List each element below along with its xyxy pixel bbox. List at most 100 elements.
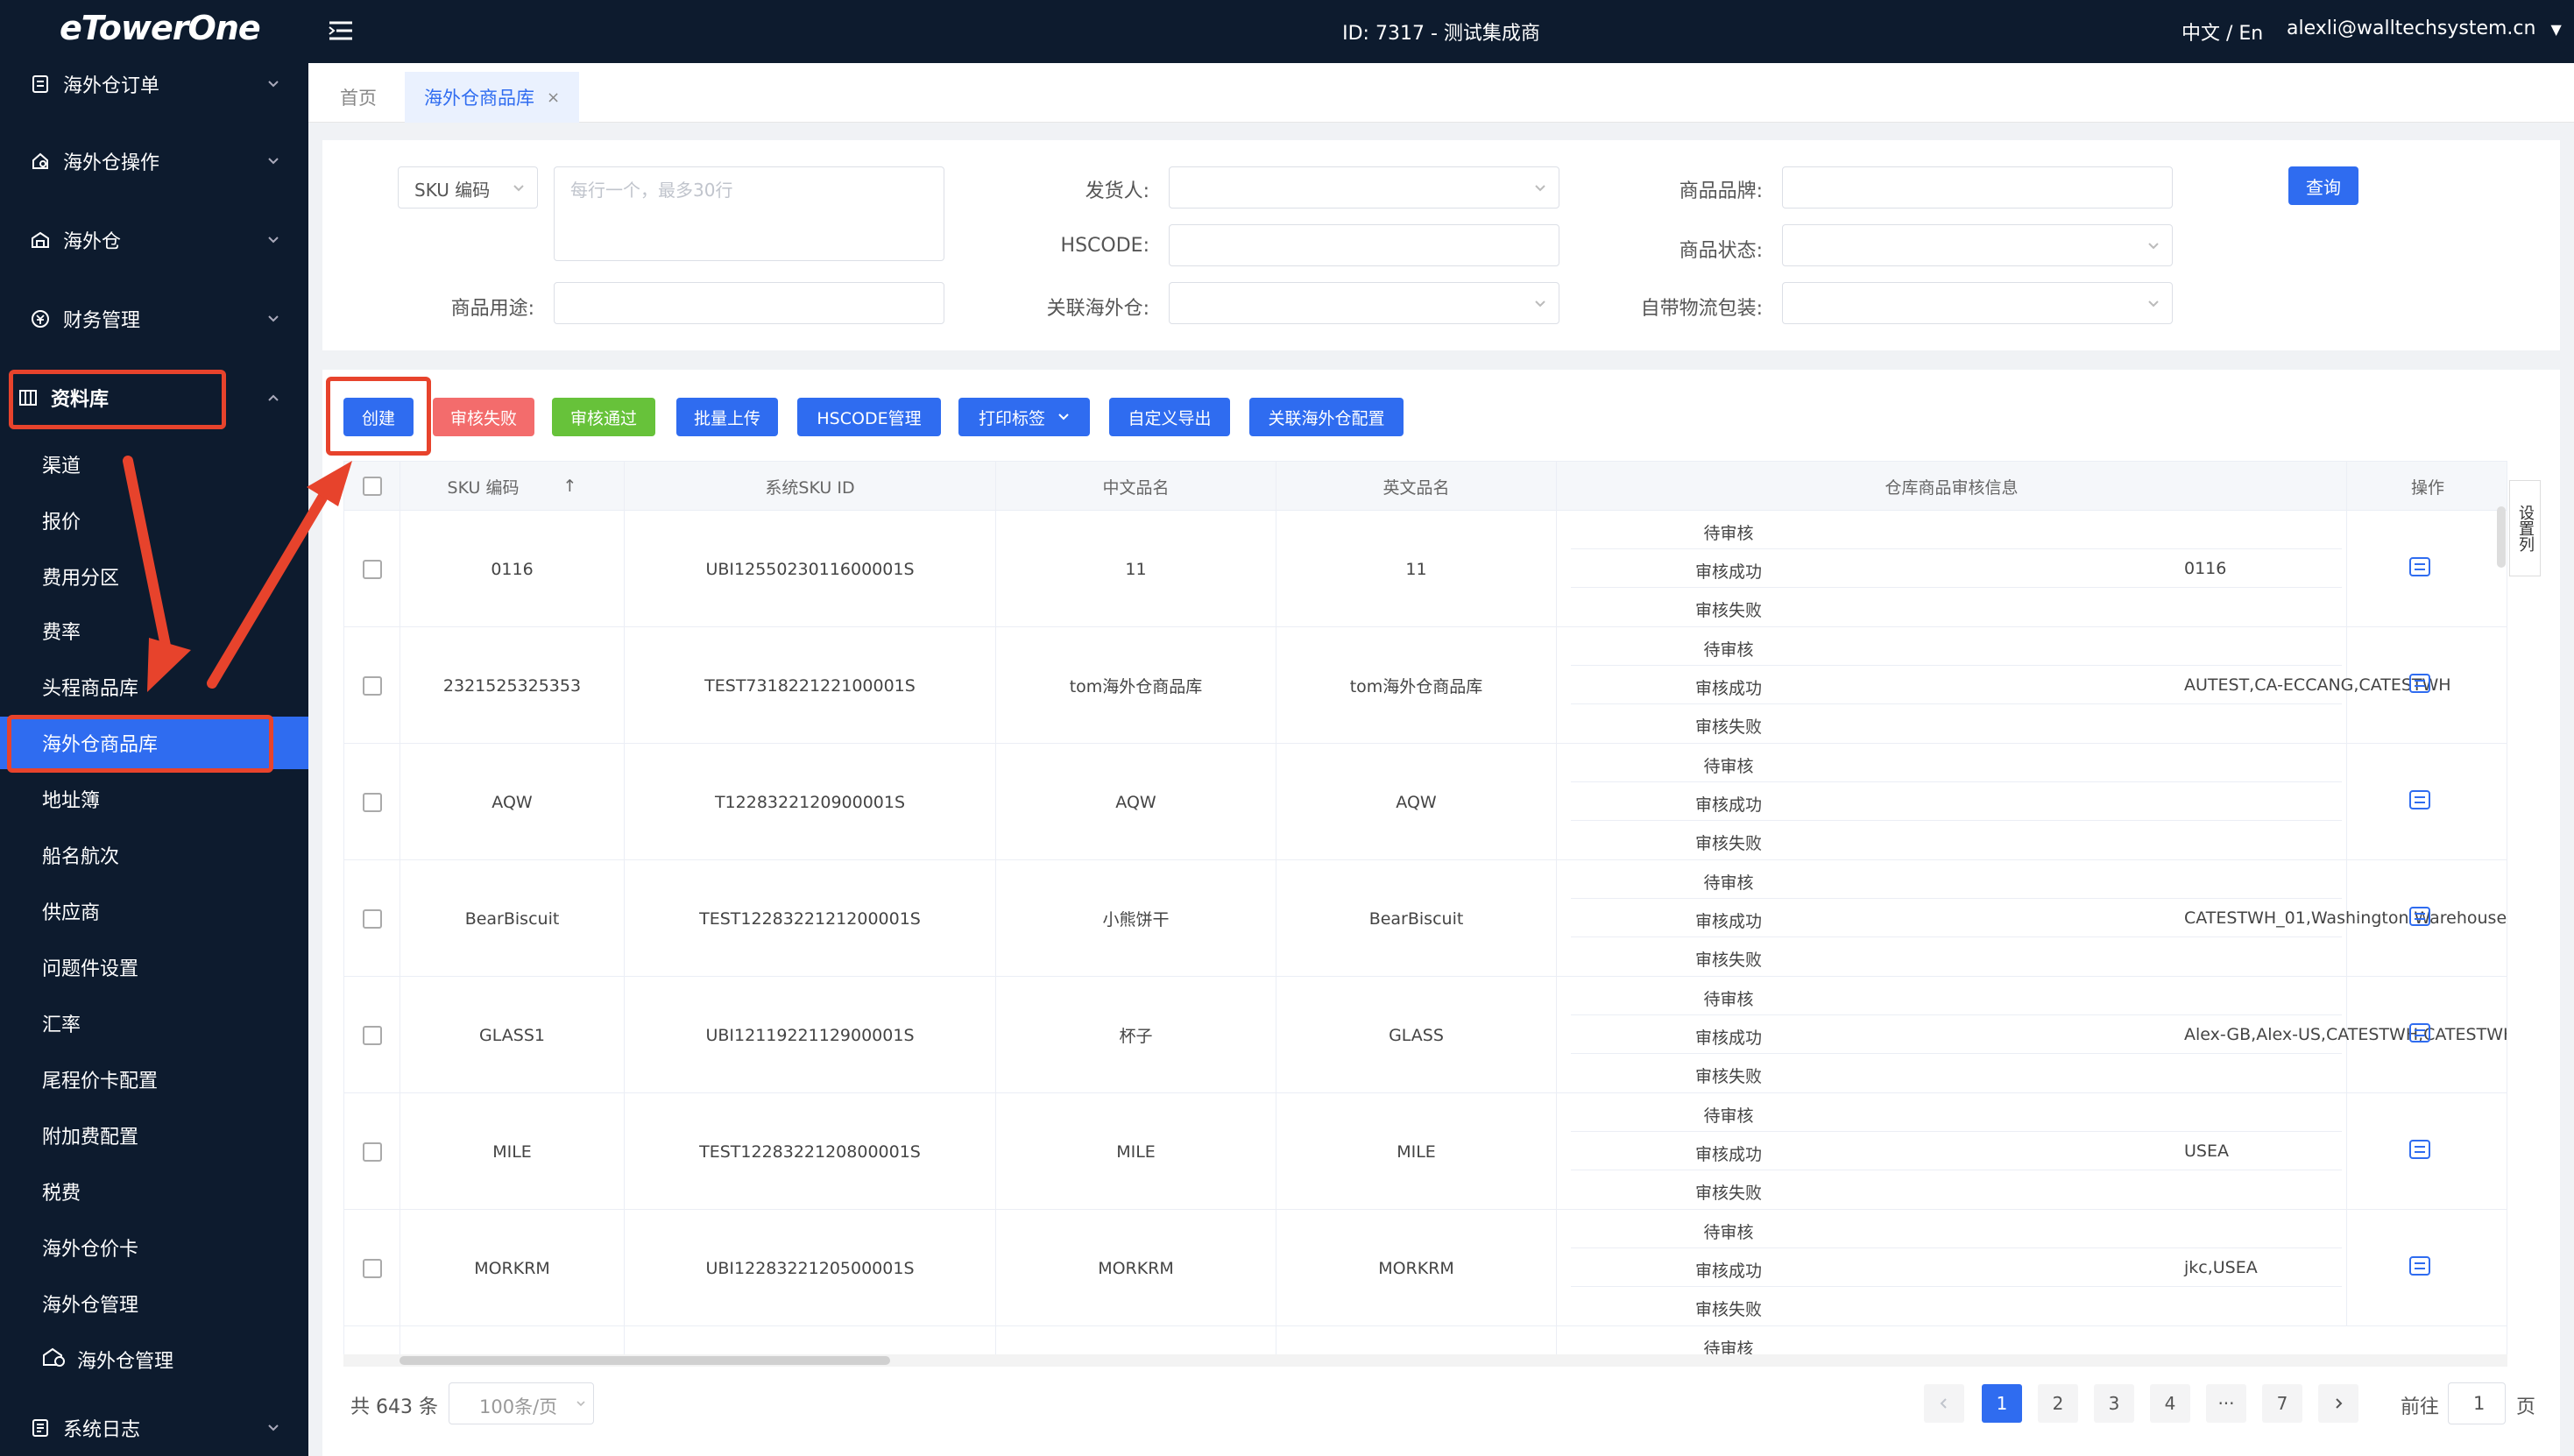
- status-select[interactable]: [1782, 224, 2173, 266]
- page-button-2[interactable]: 2: [2038, 1384, 2078, 1423]
- menu-group-overseas-operation[interactable]: 海外仓操作: [0, 135, 308, 187]
- edit-icon[interactable]: [2408, 1022, 2431, 1043]
- en-name-cell: [1276, 1326, 1557, 1357]
- audit-failed: 审核失败: [1571, 1054, 2342, 1092]
- edit-icon[interactable]: [2408, 556, 2431, 577]
- related-warehouse-select[interactable]: [1169, 282, 1559, 324]
- sidebar-item-fee-zone[interactable]: 费用分区: [42, 568, 120, 590]
- horizontal-scrollbar[interactable]: [343, 1354, 2507, 1367]
- menu-group-system-log[interactable]: 系统日志: [0, 1402, 308, 1454]
- audit-success: 审核成功 CATESTWH_01,Washington Warehouse: [1571, 899, 2507, 937]
- page-button-4[interactable]: 4: [2150, 1384, 2190, 1423]
- usage-input[interactable]: [554, 282, 944, 324]
- chevron-down-icon: [268, 81, 279, 88]
- sidebar-item-overseas-management-2[interactable]: 海外仓管理: [0, 1333, 308, 1386]
- row-checkbox[interactable]: [362, 1141, 382, 1162]
- hscode-input[interactable]: [1169, 224, 1559, 266]
- row-select-cell: [344, 627, 400, 744]
- sidebar-item-overseas-management[interactable]: 海外仓管理: [42, 1295, 139, 1317]
- warehouse-list: 0116: [2184, 559, 2227, 578]
- sidebar-item-last-mile-card[interactable]: 尾程价卡配置: [42, 1071, 159, 1092]
- th-sku[interactable]: SKU 编码 ↑: [400, 462, 625, 511]
- row-checkbox[interactable]: [362, 908, 382, 929]
- row-select-cell: [344, 1210, 400, 1326]
- packaging-select[interactable]: [1782, 282, 2173, 324]
- edit-icon[interactable]: [2408, 789, 2431, 810]
- status-label: 审核失败: [1694, 1300, 1762, 1319]
- edit-icon[interactable]: [2408, 1255, 2431, 1276]
- custom-export-button[interactable]: 自定义导出: [1109, 398, 1230, 436]
- system-sku-cell: UBI1211922112900001S: [625, 977, 996, 1093]
- status-label: 待审核: [1703, 1106, 1754, 1126]
- page-button-7[interactable]: 7: [2262, 1384, 2302, 1423]
- audit-failed: 审核失败: [1571, 1287, 2342, 1325]
- scrollbar-thumb[interactable]: [400, 1356, 890, 1365]
- more-pages-button[interactable]: ···: [2206, 1384, 2246, 1423]
- row-checkbox[interactable]: [362, 1025, 382, 1045]
- language-switch[interactable]: 中文 / En: [2182, 23, 2264, 45]
- edit-icon[interactable]: [2408, 1139, 2431, 1160]
- sidebar-item-quote[interactable]: 报价: [42, 512, 81, 534]
- system-sku-cell: UBI1255023011600001S: [625, 511, 996, 627]
- vertical-scrollbar[interactable]: [2497, 506, 2506, 568]
- user-menu[interactable]: alexli@walltechsystem.cn ▼: [2287, 18, 2562, 39]
- system-sku-cell: UBI1228322120500001S: [625, 1210, 996, 1326]
- menu-group-overseas-warehouse[interactable]: 海外仓: [0, 214, 308, 266]
- menu-toggle-icon[interactable]: [326, 16, 356, 46]
- edit-icon[interactable]: [2408, 906, 2431, 927]
- batch-upload-button[interactable]: 批量上传: [676, 398, 778, 436]
- tab-home[interactable]: 首页: [340, 88, 377, 109]
- sidebar-item-surcharge[interactable]: 附加费配置: [42, 1127, 139, 1149]
- sidebar-item-rate[interactable]: 费率: [42, 622, 81, 644]
- row-checkbox[interactable]: [362, 559, 382, 579]
- chevron-down-icon: [268, 237, 279, 244]
- sku-type-select[interactable]: SKU 编码: [398, 166, 538, 209]
- page-button-3[interactable]: 3: [2094, 1384, 2134, 1423]
- approve-button[interactable]: 审核通过: [552, 398, 655, 436]
- tab-overseas-products[interactable]: 海外仓商品库 ×: [405, 72, 580, 123]
- row-checkbox[interactable]: [362, 792, 382, 812]
- query-button[interactable]: 查询: [2288, 166, 2358, 205]
- prev-page-button[interactable]: [1924, 1384, 1964, 1423]
- warehouse-list: jkc,USEA: [2184, 1258, 2258, 1277]
- sidebar-item-overseas-rate-card[interactable]: 海外仓价卡: [42, 1239, 139, 1261]
- next-page-button[interactable]: [2318, 1384, 2358, 1423]
- close-icon[interactable]: ×: [547, 88, 561, 107]
- user-email: alexli@walltechsystem.cn: [2287, 18, 2536, 39]
- sidebar-item-channel[interactable]: 渠道: [42, 456, 81, 477]
- sku-textarea[interactable]: 每行一个，最多30行: [554, 166, 944, 261]
- chevron-up-icon: [268, 394, 279, 401]
- select-all-checkbox[interactable]: [362, 477, 382, 496]
- sidebar-item-overseas-products[interactable]: 海外仓商品库: [0, 717, 308, 769]
- related-warehouse-config-button[interactable]: 关联海外仓配置: [1249, 398, 1404, 436]
- sidebar-item-first-leg-products[interactable]: 头程商品库: [42, 678, 139, 700]
- sidebar-item-supplier[interactable]: 供应商: [42, 902, 101, 924]
- reject-button[interactable]: 审核失败: [433, 398, 534, 436]
- audit-cell: [1557, 744, 2347, 860]
- audit-pending: 待审核: [1571, 977, 2342, 1015]
- hscode-management-button[interactable]: HSCODE管理: [797, 398, 941, 436]
- edit-icon[interactable]: [2408, 673, 2431, 694]
- page-size-select[interactable]: 100条/页: [449, 1382, 594, 1424]
- status-label: 审核成功: [1694, 679, 1762, 698]
- goto-page-input[interactable]: 1: [2448, 1382, 2506, 1424]
- column-settings[interactable]: 设置列: [2509, 480, 2541, 576]
- row-checkbox[interactable]: [362, 1258, 382, 1278]
- app-logo: eTowerOne: [60, 9, 261, 47]
- print-label-button[interactable]: 打印标签: [958, 398, 1090, 436]
- page-button-1[interactable]: 1: [1982, 1384, 2022, 1423]
- create-button[interactable]: 创建: [343, 398, 414, 436]
- sidebar-item-vessel-voyage[interactable]: 船名航次: [42, 846, 120, 868]
- sidebar-item-address-book[interactable]: 地址簿: [42, 790, 101, 812]
- sidebar-item-exchange-rate[interactable]: 汇率: [42, 1014, 81, 1036]
- sidebar-item-tax[interactable]: 税费: [42, 1183, 81, 1205]
- shipper-select[interactable]: [1169, 166, 1559, 209]
- menu-group-finance[interactable]: 财务管理: [0, 293, 308, 345]
- menu-group-library[interactable]: 资料库: [0, 371, 308, 424]
- menu-group-overseas-orders[interactable]: 海外仓订单: [0, 58, 308, 110]
- brand-input[interactable]: [1782, 166, 2173, 209]
- annotation-box-create: [326, 377, 431, 456]
- status-label: 审核成功: [1694, 912, 1762, 931]
- row-checkbox[interactable]: [362, 675, 382, 696]
- sidebar-item-problem-settings[interactable]: 问题件设置: [42, 958, 139, 980]
